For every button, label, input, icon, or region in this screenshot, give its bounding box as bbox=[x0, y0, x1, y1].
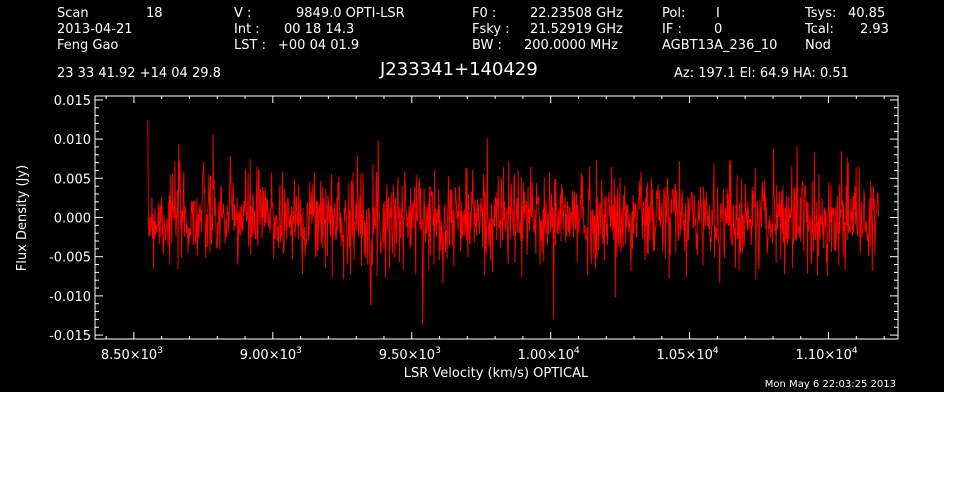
y-tick-label-1: 0.010 bbox=[54, 133, 91, 148]
tsys-label: Tsys: bbox=[805, 6, 837, 21]
x-tick-label-5: 1.10×104 bbox=[795, 346, 857, 363]
plot-window: Scan 18 2013-04-21 Feng Gao V : 9849.0 O… bbox=[0, 0, 944, 392]
rest-freq-label: F0 : bbox=[472, 6, 497, 21]
obs-date: 2013-04-21 bbox=[57, 22, 133, 37]
integration-value: 00 18 14.3 bbox=[284, 22, 355, 37]
x-tick-label-2: 9.50×103 bbox=[379, 346, 441, 363]
lst-value: +00 04 01.9 bbox=[278, 38, 360, 53]
y-tick-label-3: 0.000 bbox=[54, 212, 91, 227]
scan-value: 18 bbox=[146, 6, 163, 21]
polarization-value: I bbox=[716, 6, 720, 21]
tick-layer bbox=[95, 96, 898, 339]
project-id: AGBT13A_236_10 bbox=[662, 38, 778, 53]
x-axis-title: LSR Velocity (km/s) OPTICAL bbox=[404, 366, 589, 381]
y-tick-label-0: 0.015 bbox=[54, 94, 91, 109]
x-tick-exponent-4: 4 bbox=[713, 346, 719, 356]
x-tick-exponent-0: 3 bbox=[157, 346, 163, 356]
x-tick-label-1: 9.00×103 bbox=[240, 346, 302, 363]
az-el-ha: Az: 197.1 El: 64.9 HA: 0.51 bbox=[674, 66, 849, 81]
y-tick-label-5: -0.010 bbox=[49, 290, 91, 305]
y-tick-label-4: -0.005 bbox=[49, 251, 91, 266]
sky-freq-value: 21.52919 GHz bbox=[530, 22, 623, 37]
tsys-value: 40.85 bbox=[848, 6, 886, 21]
spectrum-trace bbox=[147, 119, 879, 325]
scan-label: Scan bbox=[57, 6, 89, 21]
y-tick-label-2: 0.005 bbox=[54, 172, 91, 187]
trace-layer bbox=[147, 119, 879, 325]
tcal-label: Tcal: bbox=[805, 22, 834, 37]
if-label: IF : bbox=[662, 22, 682, 37]
y-tick-label-6: -0.015 bbox=[49, 329, 91, 344]
bandwidth-label: BW : bbox=[472, 38, 502, 53]
x-tick-label-3: 1.00×104 bbox=[518, 346, 580, 363]
source-coordinates: 23 33 41.92 +14 04 29.8 bbox=[57, 66, 221, 81]
lst-label: LST : bbox=[234, 38, 266, 53]
integration-label: Int : bbox=[234, 22, 260, 37]
x-tick-label-0: 8.50×103 bbox=[101, 346, 163, 363]
rest-freq-value: 22.23508 GHz bbox=[530, 6, 623, 21]
label-layer: 8.50×103 9.00×103 9.50×103 1.00×104 1.05×104… bbox=[49, 94, 858, 363]
x-tick-exponent-2: 3 bbox=[435, 346, 441, 356]
polarization-label: Pol: bbox=[662, 6, 686, 21]
x-tick-exponent-5: 4 bbox=[852, 346, 858, 356]
obs-mode: Nod bbox=[805, 38, 831, 53]
y-axis-title: Flux Density (Jy) bbox=[15, 165, 30, 271]
velocity-label: V : bbox=[234, 6, 252, 21]
source-name: J233341+140429 bbox=[380, 59, 538, 80]
observer-name: Feng Gao bbox=[57, 38, 119, 53]
bandwidth-value: 200.0000 MHz bbox=[524, 38, 618, 53]
plot-timestamp: Mon May 6 22:03:25 2013 bbox=[764, 379, 896, 390]
if-value: 0 bbox=[714, 22, 723, 37]
x-tick-exponent-3: 4 bbox=[574, 346, 580, 356]
sky-freq-label: Fsky : bbox=[472, 22, 510, 37]
tcal-value: 2.93 bbox=[860, 22, 889, 37]
spectrum-chart: 8.50×103 9.00×103 9.50×103 1.00×104 1.05×104… bbox=[15, 94, 899, 381]
x-tick-label-4: 1.05×104 bbox=[657, 346, 719, 363]
x-tick-exponent-1: 3 bbox=[296, 346, 302, 356]
velocity-value: 9849.0 OPTI-LSR bbox=[296, 6, 405, 21]
